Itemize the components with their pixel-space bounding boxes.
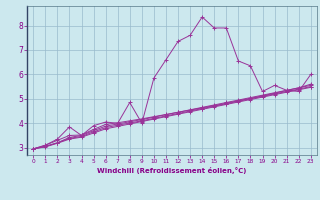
X-axis label: Windchill (Refroidissement éolien,°C): Windchill (Refroidissement éolien,°C) — [97, 167, 247, 174]
